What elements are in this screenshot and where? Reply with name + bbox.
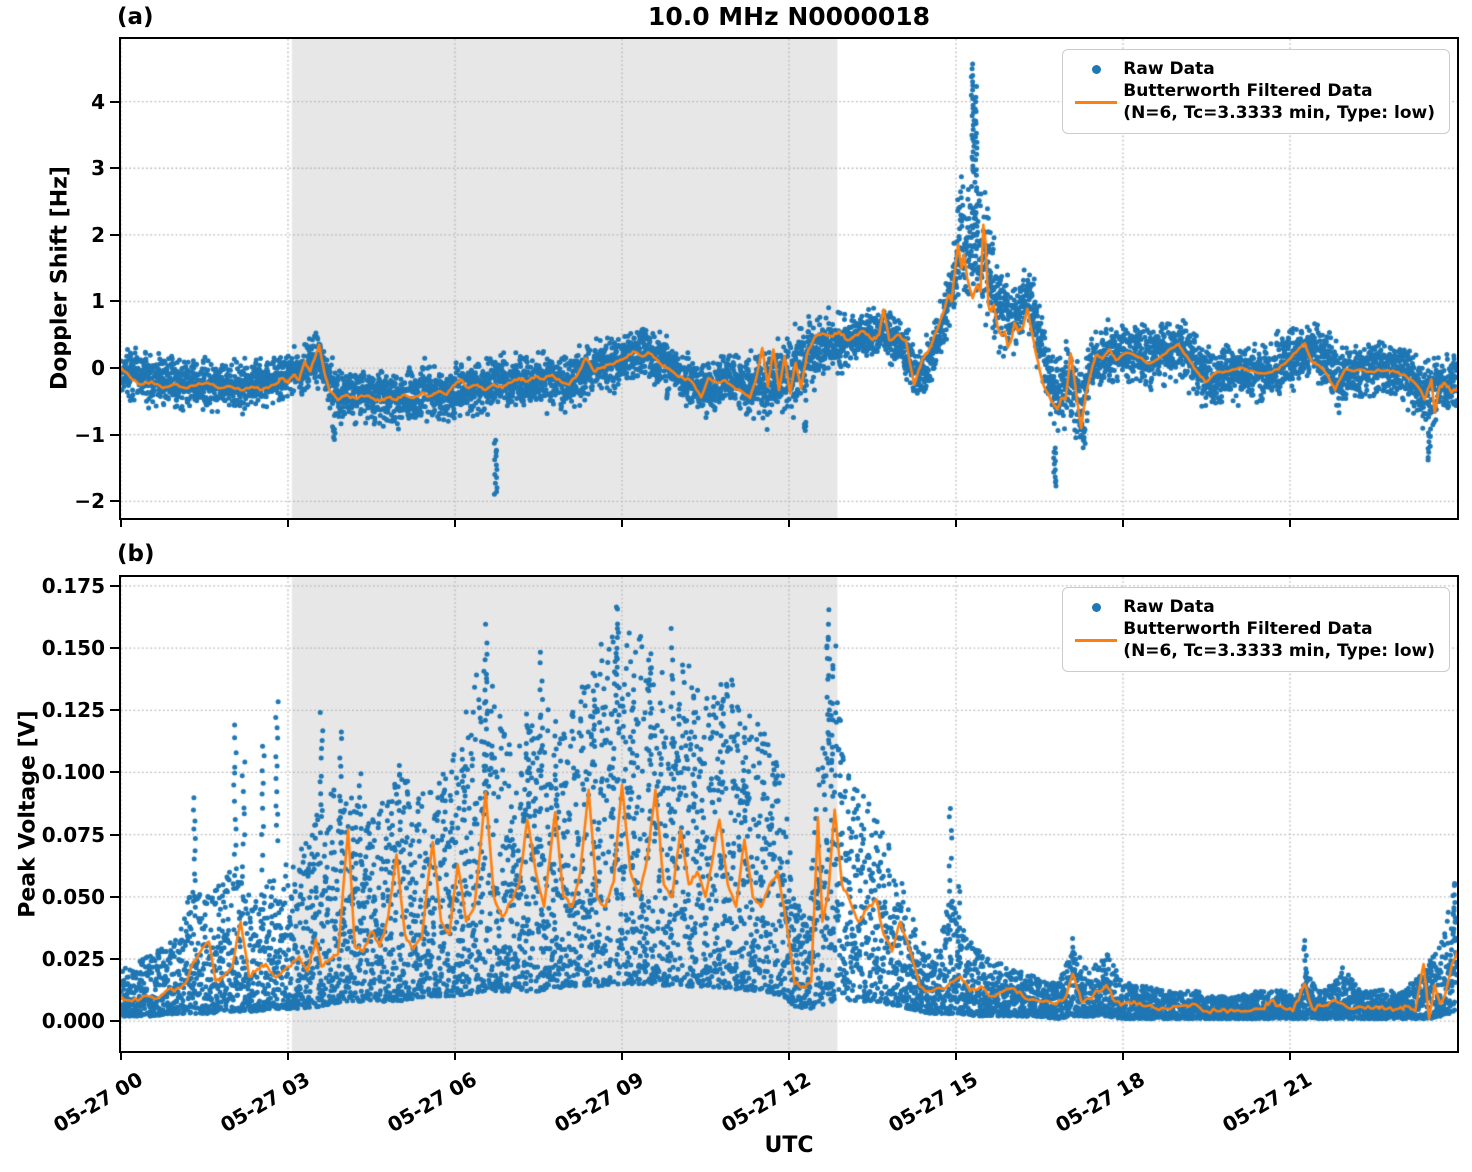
raw-data-marker	[1069, 64, 1123, 74]
x-tick	[287, 518, 289, 527]
x-tick-label: 05-27 21	[1218, 1067, 1316, 1138]
panel-a-doppler-plot: Raw Data Butterworth Filtered Data (N=6,…	[119, 37, 1459, 520]
y-tick-label: 2	[91, 222, 105, 247]
y-tick	[110, 433, 119, 436]
y-tick-label: 0.125	[41, 698, 105, 723]
y-tick	[110, 233, 119, 236]
legend-filtered-label: Butterworth Filtered Data (N=6, Tc=3.333…	[1123, 618, 1435, 662]
panel-b-voltage-plot: Raw Data Butterworth Filtered Data (N=6,…	[119, 575, 1459, 1053]
x-tick	[454, 1051, 456, 1060]
y-tick-label: 0.050	[41, 884, 105, 909]
x-tick	[955, 1051, 957, 1060]
x-tick-label: 05-27 12	[717, 1067, 815, 1138]
x-tick-label: 05-27 03	[216, 1067, 314, 1138]
x-tick	[788, 518, 790, 527]
x-tick	[955, 518, 957, 527]
panel-a-letter: (a)	[117, 4, 154, 30]
x-tick	[1289, 1051, 1291, 1060]
y-tick	[110, 584, 119, 587]
y-tick	[110, 300, 119, 303]
y-tick	[110, 771, 119, 774]
x-tick-label: 05-27 18	[1051, 1067, 1149, 1138]
y-tick-label: −1	[74, 422, 105, 447]
y-tick	[110, 709, 119, 712]
y-tick-label: 0.000	[41, 1009, 105, 1034]
x-tick	[287, 1051, 289, 1060]
x-tick-label: 05-27 00	[49, 1067, 147, 1138]
y-tick-label: 1	[91, 289, 105, 314]
y-tick-label: 0	[91, 356, 105, 381]
x-tick	[621, 518, 623, 527]
legend-raw-label: Raw Data	[1123, 59, 1215, 79]
x-tick	[621, 1051, 623, 1060]
raw-data-marker	[1069, 602, 1123, 612]
x-tick-label: 05-27 06	[383, 1067, 481, 1138]
x-tick	[788, 1051, 790, 1060]
y-tick	[110, 647, 119, 650]
filtered-line-marker	[1069, 638, 1123, 642]
figure-title: 10.0 MHz N0000018	[647, 2, 931, 31]
legend-filtered-label-line2: (N=6, Tc=3.3333 min, Type: low)	[1123, 103, 1435, 124]
y-tick-label: 3	[91, 156, 105, 181]
legend-filtered-label-line1: Butterworth Filtered Data	[1123, 619, 1373, 640]
y-tick	[110, 895, 119, 898]
y-tick	[110, 500, 119, 503]
x-tick	[120, 518, 122, 527]
y-tick-label: −2	[74, 489, 105, 514]
y-tick	[110, 833, 119, 836]
y-tick	[110, 367, 119, 370]
filtered-line-marker	[1069, 100, 1123, 104]
y-tick-label: 0.175	[41, 573, 105, 598]
x-tick	[120, 1051, 122, 1060]
legend-filtered-label-line1: Butterworth Filtered Data	[1123, 81, 1373, 102]
y-tick-label: 0.075	[41, 822, 105, 847]
legend-filtered-label: Butterworth Filtered Data (N=6, Tc=3.333…	[1123, 80, 1435, 124]
xlabel-utc: UTC	[764, 1133, 814, 1158]
x-tick	[454, 518, 456, 527]
legend-filtered-label-line2: (N=6, Tc=3.3333 min, Type: low)	[1123, 641, 1435, 662]
legend-raw-label: Raw Data	[1123, 597, 1215, 617]
x-tick-label: 05-27 09	[550, 1067, 648, 1138]
x-tick	[1289, 518, 1291, 527]
legend-b: Raw Data Butterworth Filtered Data (N=6,…	[1062, 587, 1450, 673]
y-tick	[110, 957, 119, 960]
legend-a: Raw Data Butterworth Filtered Data (N=6,…	[1062, 49, 1450, 135]
y-tick-label: 0.025	[41, 946, 105, 971]
y-tick-label: 0.100	[41, 760, 105, 785]
panel-b-letter: (b)	[117, 541, 155, 567]
y-tick-label: 0.150	[41, 636, 105, 661]
x-tick	[1122, 1051, 1124, 1060]
y-tick	[110, 100, 119, 103]
x-tick-label: 05-27 15	[884, 1067, 982, 1138]
x-tick	[1122, 518, 1124, 527]
y-tick	[110, 1020, 119, 1023]
y-tick	[110, 167, 119, 170]
y-tick-label: 4	[91, 89, 105, 114]
